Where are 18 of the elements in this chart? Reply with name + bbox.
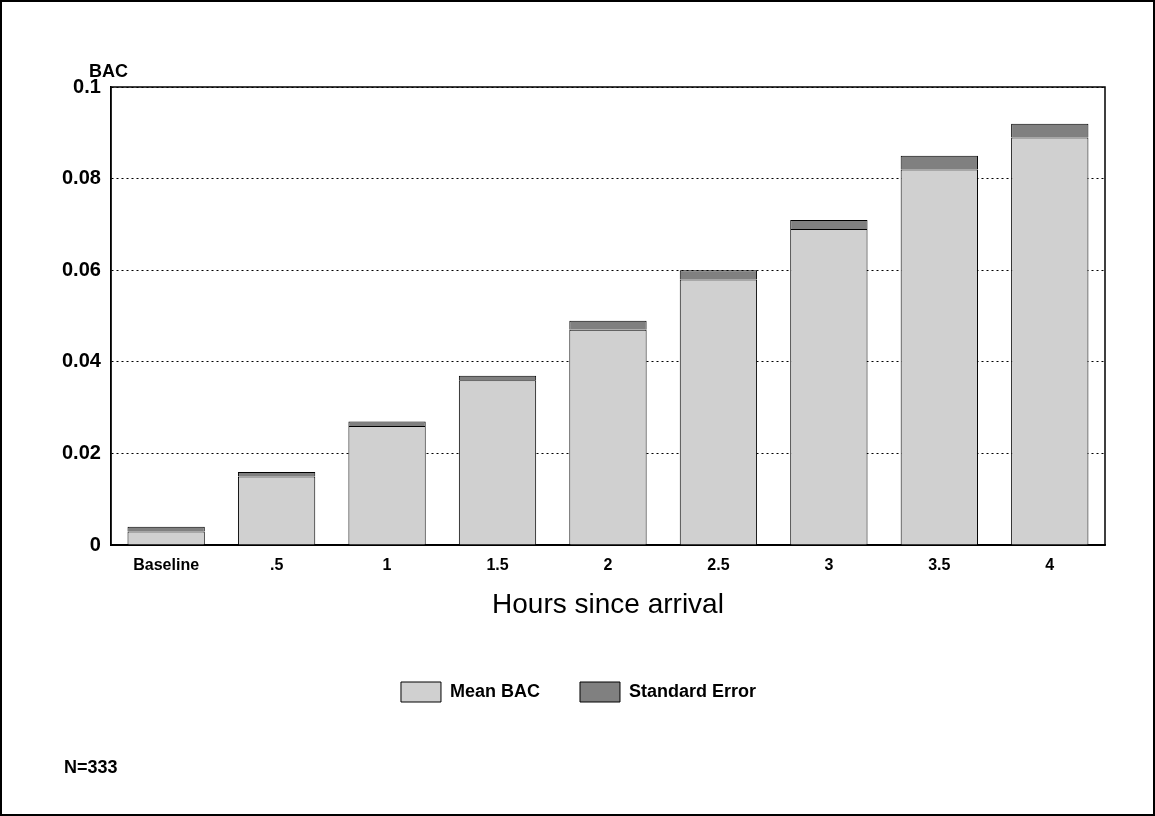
y-tick-label: 0.04 xyxy=(61,349,102,372)
legend-label: Mean BAC xyxy=(449,680,540,701)
x-tick-label: .5 xyxy=(269,556,284,574)
x-tick-label: 3 xyxy=(824,556,834,574)
text: N=333 xyxy=(64,757,118,778)
x-tick-label: 4 xyxy=(1045,556,1055,574)
x-axis-title: Hours since arrival xyxy=(492,587,724,619)
x-tick-label: 3.5 xyxy=(928,556,951,574)
x-tick-label: 2 xyxy=(603,556,613,574)
legend-label: Standard Error xyxy=(628,680,757,701)
x-tick-label: 1.5 xyxy=(486,556,509,574)
y-tick-label: 0.06 xyxy=(61,257,101,280)
y-tick-label: 0.02 xyxy=(61,441,101,464)
x-tick-label: 1 xyxy=(382,556,392,574)
x-tick-label: Baseline xyxy=(133,556,200,574)
y-tick-label: 0 xyxy=(89,532,101,555)
y-tick-label: 0.08 xyxy=(61,166,101,189)
x-tick-label: 2.5 xyxy=(707,556,730,574)
